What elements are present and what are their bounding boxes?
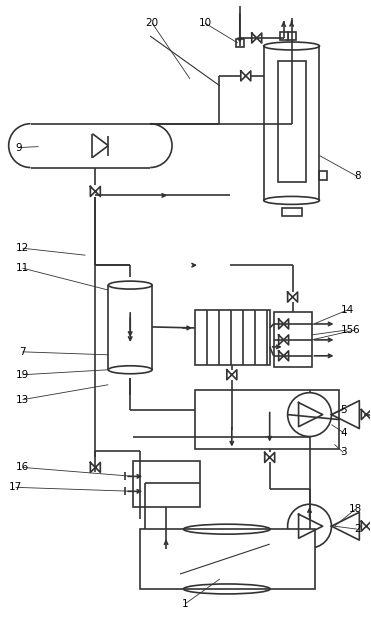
Text: 18: 18 [349, 504, 362, 514]
Bar [288, 32, 296, 40]
Text: 7: 7 [19, 347, 26, 357]
Text: 15: 15 [341, 325, 354, 335]
Bar [278, 61, 306, 183]
Text: 10: 10 [198, 18, 211, 28]
Bar [133, 461, 200, 507]
Bar [236, 39, 244, 47]
Text: 6: 6 [352, 325, 359, 335]
Bar [282, 209, 302, 217]
Text: 3: 3 [340, 448, 347, 457]
Text: 5: 5 [340, 405, 347, 415]
Bar [195, 310, 270, 365]
Text: 14: 14 [341, 305, 354, 315]
Bar [319, 170, 328, 181]
Text: 13: 13 [16, 395, 29, 405]
Text: 8: 8 [354, 171, 361, 181]
Text: 2: 2 [354, 524, 361, 534]
Text: 11: 11 [16, 263, 29, 273]
Text: 12: 12 [16, 243, 29, 253]
Text: 20: 20 [145, 18, 159, 28]
Bar [195, 390, 339, 449]
Text: 4: 4 [340, 428, 347, 438]
Text: 1: 1 [182, 599, 188, 609]
Bar [280, 32, 288, 40]
Text: 16: 16 [16, 462, 29, 472]
Text: 9: 9 [15, 142, 22, 153]
Text: 17: 17 [9, 482, 22, 492]
Bar [140, 529, 315, 589]
Bar [274, 312, 312, 367]
Text: 19: 19 [16, 370, 29, 379]
